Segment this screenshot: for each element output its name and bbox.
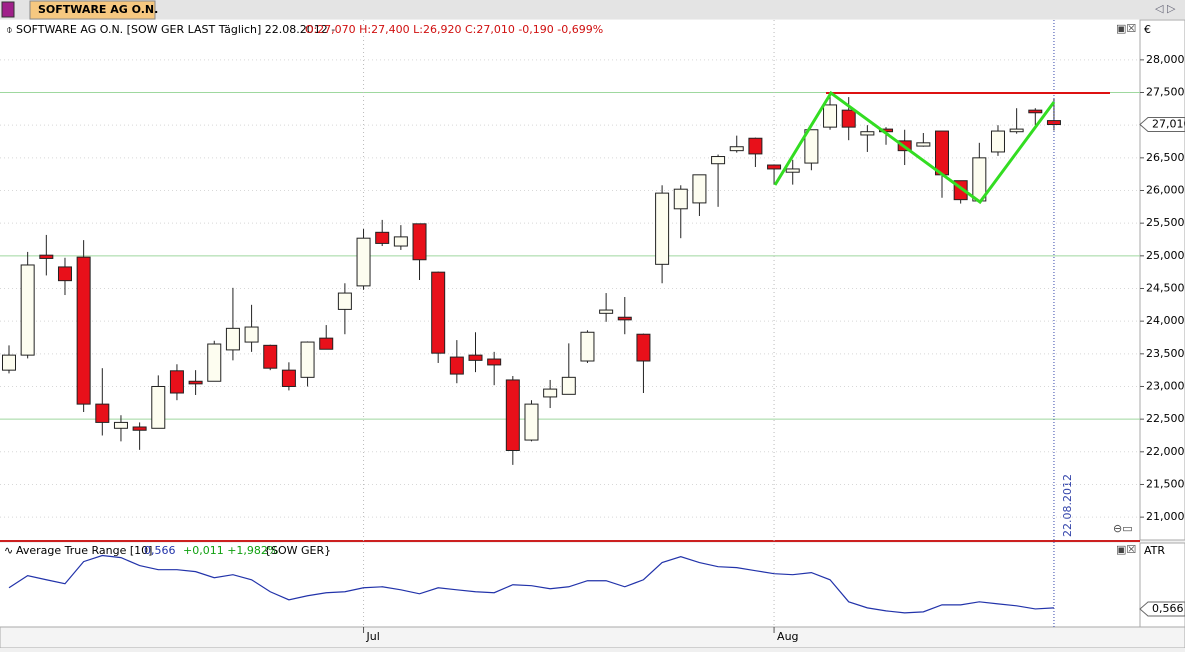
info-text: SOFTWARE AG O.N. [SOW GER LAST Täglich] … bbox=[16, 23, 335, 36]
y-tick-label: 22,000 bbox=[1146, 445, 1185, 458]
info-values: O:27,070 H:27,400 L:26,920 C:27,010 -0,1… bbox=[305, 23, 603, 36]
candle-body bbox=[188, 380, 203, 385]
candle-body bbox=[711, 156, 726, 165]
y-tick-label: 24,500 bbox=[1146, 281, 1185, 294]
candle-body bbox=[636, 333, 651, 362]
candle-body bbox=[823, 104, 838, 128]
y-tick-label: 27,500 bbox=[1146, 86, 1185, 99]
candle-body bbox=[655, 192, 670, 265]
candle-body bbox=[748, 137, 763, 155]
atr-icon: ∿ bbox=[4, 544, 13, 557]
candle-body bbox=[935, 130, 949, 176]
price-panel bbox=[0, 20, 1140, 540]
panel-buttons[interactable]: ▣☒ bbox=[1116, 543, 1136, 556]
atr-change: +0,011 +1,982% bbox=[183, 544, 278, 557]
tab[interactable] bbox=[29, 0, 156, 20]
candle-body bbox=[375, 231, 390, 244]
y-tick-label: 26,500 bbox=[1146, 151, 1185, 164]
info-icon: ⌽ bbox=[6, 23, 13, 36]
y-tick-label: 28,000 bbox=[1146, 53, 1185, 66]
atr-symbol: {SOW GER} bbox=[264, 544, 331, 557]
candle-body bbox=[505, 379, 520, 452]
tab-title: SOFTWARE AG O.N. bbox=[38, 3, 158, 16]
panel-buttons[interactable]: ▣☒ bbox=[1116, 22, 1136, 35]
candle-body bbox=[524, 403, 539, 441]
candle-body bbox=[767, 164, 782, 170]
candle-body bbox=[225, 327, 240, 351]
candle-body bbox=[169, 370, 184, 394]
nav-arrows[interactable]: ◁ ▷ bbox=[1155, 2, 1176, 15]
tab-icon bbox=[1, 1, 15, 18]
candle-body bbox=[543, 388, 558, 398]
candle-body bbox=[916, 142, 931, 147]
atr-last-label: 0,566 bbox=[1152, 602, 1184, 615]
candle-body bbox=[673, 188, 688, 210]
candle-body bbox=[356, 237, 371, 287]
zoom-control[interactable]: ⊖▭ bbox=[1113, 522, 1133, 535]
candle-body bbox=[729, 146, 744, 152]
candle-body bbox=[244, 326, 259, 343]
drawn-zigzag[interactable] bbox=[773, 90, 1056, 205]
atr-title: Average True Range [10] bbox=[16, 544, 152, 557]
candle-body bbox=[617, 316, 632, 321]
y-tick-label: 25,500 bbox=[1146, 216, 1185, 229]
candle-body bbox=[2, 354, 16, 371]
atr-last-box bbox=[1139, 601, 1185, 617]
candle-body bbox=[393, 236, 408, 247]
currency: € bbox=[1144, 23, 1151, 36]
atr-panel bbox=[0, 543, 1140, 627]
candle-body bbox=[785, 168, 800, 173]
y-tick-label: 21,500 bbox=[1146, 477, 1185, 490]
candle-body bbox=[20, 264, 35, 356]
candle-body bbox=[449, 356, 464, 375]
price-axis bbox=[1139, 19, 1185, 541]
candle-body bbox=[431, 271, 446, 354]
candle-body bbox=[990, 130, 1005, 153]
candle-body bbox=[1009, 128, 1024, 133]
candle-body bbox=[263, 344, 278, 369]
candle-body bbox=[76, 256, 91, 405]
candle-body bbox=[860, 131, 875, 136]
candle-body bbox=[412, 223, 427, 261]
candle-body bbox=[487, 358, 502, 366]
candle-body bbox=[599, 309, 614, 314]
candle-body bbox=[95, 403, 110, 423]
tab-bar bbox=[0, 0, 1185, 19]
candle-body bbox=[57, 266, 72, 282]
candle-body bbox=[841, 109, 856, 128]
time-axis bbox=[0, 626, 1185, 649]
last-price-label: 27,010 bbox=[1152, 118, 1185, 131]
candle-body bbox=[337, 292, 352, 310]
last-date: 22.08.2012 bbox=[1061, 474, 1074, 537]
y-tick-label: 21,000 bbox=[1146, 510, 1185, 523]
y-tick-label: 23,500 bbox=[1146, 347, 1185, 360]
y-tick-label: 26,000 bbox=[1146, 184, 1185, 197]
y-tick-label: 22,500 bbox=[1146, 412, 1185, 425]
candle-body bbox=[39, 254, 54, 259]
candle-body bbox=[580, 331, 595, 362]
x-tick-label: Aug bbox=[777, 630, 798, 643]
last-price-box bbox=[1139, 117, 1185, 133]
atr-axis-label: ATR bbox=[1144, 544, 1165, 557]
candle-body bbox=[561, 376, 576, 395]
candle-body bbox=[151, 385, 166, 429]
candle-body bbox=[319, 337, 334, 350]
candle-body bbox=[113, 421, 128, 429]
candle-body bbox=[692, 174, 707, 204]
candle-body bbox=[1028, 109, 1043, 114]
y-tick-label: 25,000 bbox=[1146, 249, 1185, 262]
atr-value: 0,566 bbox=[144, 544, 176, 557]
candle-body bbox=[281, 369, 296, 387]
candle-body bbox=[804, 129, 819, 164]
candle-body bbox=[468, 354, 483, 361]
candle-body bbox=[132, 426, 147, 431]
candle-body bbox=[300, 341, 315, 378]
x-tick-label: Jul bbox=[366, 630, 380, 643]
candle-body bbox=[207, 343, 222, 382]
y-tick-label: 23,000 bbox=[1146, 379, 1185, 392]
atr-line bbox=[8, 554, 1054, 614]
y-tick-label: 24,000 bbox=[1146, 314, 1185, 327]
